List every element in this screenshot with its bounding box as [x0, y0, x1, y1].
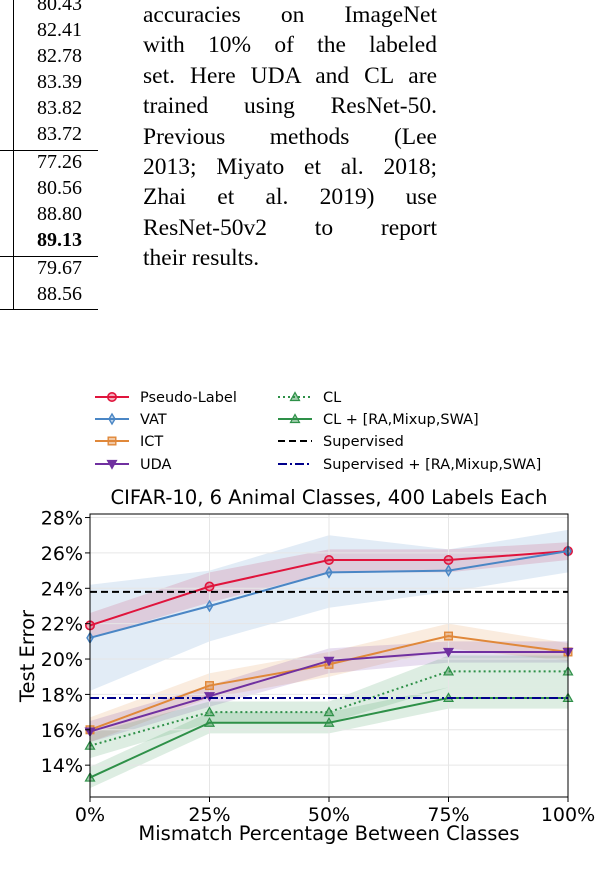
data-point [106, 459, 118, 470]
data-point [442, 647, 455, 658]
confidence-band [90, 623, 568, 743]
data-point [442, 665, 455, 676]
caption-line: set. Here UDA and CL are [143, 62, 437, 89]
series-lines [84, 544, 574, 782]
x-tick-label: 100% [541, 804, 595, 826]
data-point [204, 581, 215, 592]
axes: 0% 25% 50% 75% 100% 14% 16% 18% 20% 22% 24% 26% 28% [41, 508, 595, 826]
caption-line: their results. [143, 245, 260, 272]
legend-item: Pseudo-Label [95, 390, 237, 406]
table-rule [0, 256, 98, 257]
legend-item: Supervised + [RA,Mixup,SWA] [278, 457, 541, 473]
series-line [89, 550, 569, 639]
legend-label: Supervised [323, 434, 404, 450]
x-tick-label: 50% [308, 804, 350, 826]
caption-line: with 10% of the labeled [143, 32, 437, 59]
legend-item: Supervised [278, 434, 404, 450]
chart-title: CIFAR-10, 6 Animal Classes, 400 Labels E… [110, 486, 547, 509]
caption-line: accuracies on ImageNet [143, 2, 437, 28]
legend-label: CL [323, 390, 341, 406]
x-axis-label: Mismatch Percentage Between Classes [138, 822, 519, 845]
table-column-rule [13, 0, 14, 150]
table-caption: accuracies on ImageNet with 10% of the la… [143, 0, 437, 274]
chart-legend: Pseudo-Label VAT ICT UDA CL CL + [RA,Mixup,SW… [95, 390, 541, 473]
table-cell: 82.41 [37, 19, 82, 41]
data-point [289, 413, 301, 424]
table-cell: 82.78 [37, 45, 82, 67]
table-column-rule [13, 151, 14, 256]
legend-label: CL + [RA,Mixup,SWA] [323, 412, 479, 428]
caption-line: 2013; Miyato et al. 2018; [143, 153, 437, 180]
data-point [108, 412, 116, 426]
data-point [289, 391, 301, 402]
caption-line: trained using ResNet-50. [143, 93, 437, 120]
legend-item: ICT [95, 434, 163, 450]
y-tick-label: 28% [41, 508, 83, 530]
data-point [323, 656, 335, 667]
legend-item: CL [278, 390, 341, 406]
data-point [204, 681, 214, 691]
y-axis-label: Test Error [16, 609, 39, 703]
x-tick-label: 25% [188, 804, 230, 826]
x-tick-label: 75% [427, 804, 469, 826]
data-point [323, 554, 334, 565]
y-tick-label: 16% [41, 720, 83, 742]
data-point [203, 692, 216, 702]
legend-item: CL + [RA,Mixup,SWA] [278, 412, 479, 428]
y-tick-label: 22% [41, 614, 83, 636]
data-point [203, 706, 216, 717]
table-cell: 88.80 [37, 203, 82, 225]
data-point [325, 566, 333, 579]
data-point [203, 716, 216, 727]
data-point [443, 554, 454, 565]
y-tick-label: 20% [41, 649, 83, 671]
table-column-rule [13, 257, 14, 309]
y-tick-label: 18% [41, 684, 83, 706]
data-point [107, 436, 117, 446]
data-point [323, 716, 335, 727]
table-rule [0, 309, 98, 310]
y-tick-label: 24% [41, 578, 83, 600]
table-cell: 77.26 [37, 151, 82, 173]
legend-item: UDA [95, 457, 172, 473]
table-cell: 83.72 [37, 123, 82, 145]
table-cell: 88.56 [37, 283, 82, 305]
data-point [444, 631, 454, 641]
series-line [89, 550, 569, 627]
table-cell: 80.43 [37, 0, 82, 15]
caption-line: Zhai et al. 2019) use [143, 184, 437, 211]
data-point [107, 391, 118, 402]
data-point [205, 599, 214, 613]
data-point [444, 564, 453, 577]
legend-label: ICT [140, 434, 163, 450]
x-tick-label: 0% [75, 804, 105, 826]
table-cell: 79.67 [37, 257, 82, 279]
table-cell: 83.39 [37, 71, 82, 93]
data-point [323, 706, 335, 717]
legend-label: VAT [140, 412, 167, 428]
y-tick-label: 26% [41, 543, 83, 565]
legend-label: UDA [140, 457, 172, 473]
caption-line: Previous methods (Lee [143, 123, 437, 150]
legend-label: Supervised + [RA,Mixup,SWA] [323, 457, 541, 473]
table-rule [0, 150, 98, 151]
y-tick-label: 14% [41, 755, 83, 777]
legend-label: Pseudo-Label [140, 390, 237, 406]
table-cell: 89.13 [37, 229, 82, 251]
table-cell: 83.82 [37, 97, 82, 119]
legend-item: VAT [95, 412, 167, 428]
table-cell: 80.56 [37, 177, 82, 199]
caption-line: ResNet-50v2 to report [143, 214, 437, 241]
